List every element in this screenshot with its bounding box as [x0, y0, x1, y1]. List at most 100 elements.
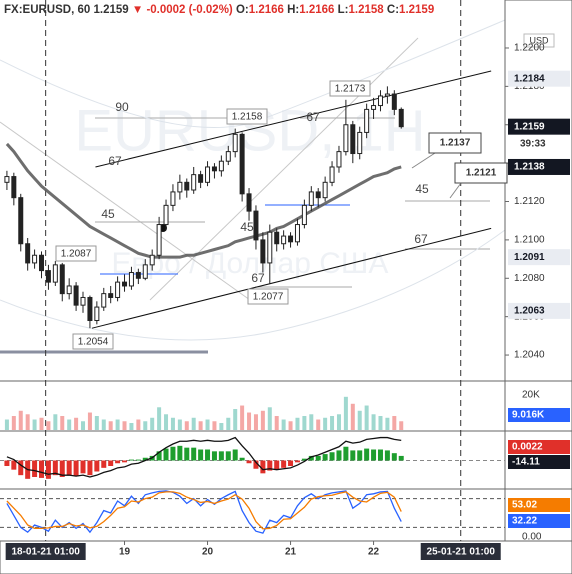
volume-bar: [60, 416, 65, 430]
volume-bar: [302, 416, 307, 430]
candle-body: [391, 93, 397, 110]
x-tick-label: 19: [119, 547, 131, 558]
candle-body: [52, 264, 58, 283]
candle-body: [25, 243, 31, 264]
histogram-bar: [170, 446, 176, 461]
volume-bar: [39, 417, 44, 430]
volume-bar: [143, 421, 148, 430]
volume-bar: [11, 416, 16, 430]
volume-bar: [122, 421, 127, 430]
candle-body: [225, 151, 231, 162]
volume-bar: [212, 421, 217, 430]
histogram-bar: [122, 460, 128, 463]
y-tick-label: 1.2080: [514, 273, 545, 284]
y-tick-label: 0.00: [522, 532, 542, 543]
price-badge: [508, 249, 570, 266]
badge-box: [508, 408, 570, 422]
volume-bar: [32, 419, 37, 430]
histogram-bar: [225, 451, 231, 461]
ohlc-value: 1.2166: [299, 4, 334, 16]
candle-body: [294, 224, 300, 243]
histogram-bar: [301, 458, 307, 461]
candle-body: [198, 174, 204, 183]
callout-box: [55, 245, 97, 262]
histogram-bar: [135, 459, 141, 461]
histogram-bar: [260, 460, 266, 474]
price-badge: [508, 158, 570, 175]
candle-body: [308, 191, 314, 206]
change: ▼ -0.0002 (-0.02%): [132, 4, 233, 16]
histogram-bar: [198, 449, 204, 461]
histogram-bar: [101, 460, 107, 468]
price-badge-label: 1.2138: [514, 162, 545, 173]
badge-box: [508, 514, 570, 528]
volume-bar: [323, 417, 328, 430]
callout: 1.2158: [232, 112, 263, 123]
target-arrow: [411, 152, 436, 169]
volume-bar: [129, 423, 134, 430]
histogram-bar: [211, 451, 217, 461]
volume-bar: [274, 416, 279, 430]
histogram-bar: [315, 455, 321, 461]
candle-body: [170, 191, 176, 206]
histogram-bar: [59, 460, 65, 477]
ohlc-label: O:: [236, 4, 249, 16]
candle-body: [149, 254, 155, 266]
callout-box: [329, 80, 371, 97]
candle-body: [115, 281, 121, 298]
histogram-bar: [246, 460, 252, 464]
histogram-bar: [281, 460, 287, 468]
histogram-bar: [232, 449, 238, 461]
volume-bar: [226, 417, 231, 430]
envelope: [0, 229, 506, 341]
header: FX:EURUSD, 60 1.2159 ▼ -0.0002 (-0.02%) …: [4, 4, 434, 16]
price-badge-label: 1.2091: [514, 252, 545, 263]
price-badge-label: 1.2063: [514, 306, 545, 317]
candle-body: [39, 254, 45, 272]
level-label: 45: [240, 220, 254, 234]
price-badge-label: 1.2184: [514, 73, 545, 84]
volume-bar: [253, 414, 258, 430]
histogram-bar: [377, 449, 383, 461]
level-label: 67: [414, 232, 428, 246]
candle-body: [253, 210, 259, 241]
callout-box: [226, 108, 268, 125]
histogram-bar: [87, 460, 93, 476]
volume-bar: [53, 414, 58, 430]
candle-body: [135, 272, 141, 279]
x-tick-label: 22: [368, 547, 380, 558]
volume-bar: [295, 417, 300, 430]
currency: USD: [529, 35, 549, 45]
volume-bar: [170, 417, 175, 430]
indicator-line: [6, 490, 402, 534]
badge-box: [508, 455, 570, 469]
y-tick-label: 1.2200: [514, 43, 545, 54]
candle-body: [156, 224, 162, 256]
histogram-bar: [142, 457, 148, 461]
candle-body: [336, 151, 342, 168]
ohlc-value: 1.2166: [249, 4, 284, 16]
volume-bar: [316, 419, 321, 430]
histogram-bar: [66, 460, 72, 476]
y-tick-label: 1.2100: [514, 235, 545, 246]
candle-body: [315, 191, 321, 199]
y-tick-label: 1.2040: [514, 350, 545, 361]
level-label: 90: [115, 100, 129, 114]
volume-bar: [94, 416, 99, 430]
callout: 1.2173: [335, 84, 366, 95]
volume-bar: [4, 419, 9, 430]
candle-body: [128, 272, 134, 287]
volume-bar: [233, 409, 238, 430]
histogram-bar: [52, 460, 58, 476]
volume-bar: [150, 417, 155, 430]
x-tick-label: 20: [202, 547, 214, 558]
volume-bar: [74, 417, 79, 430]
level-label: 45: [415, 182, 429, 196]
x-tick-label: 21: [285, 547, 297, 558]
volume-bar: [219, 423, 224, 430]
volume-bar: [136, 419, 141, 430]
ohlc-label: C:: [387, 4, 399, 16]
candle-body: [274, 231, 280, 245]
target: 1.2121: [466, 168, 497, 179]
